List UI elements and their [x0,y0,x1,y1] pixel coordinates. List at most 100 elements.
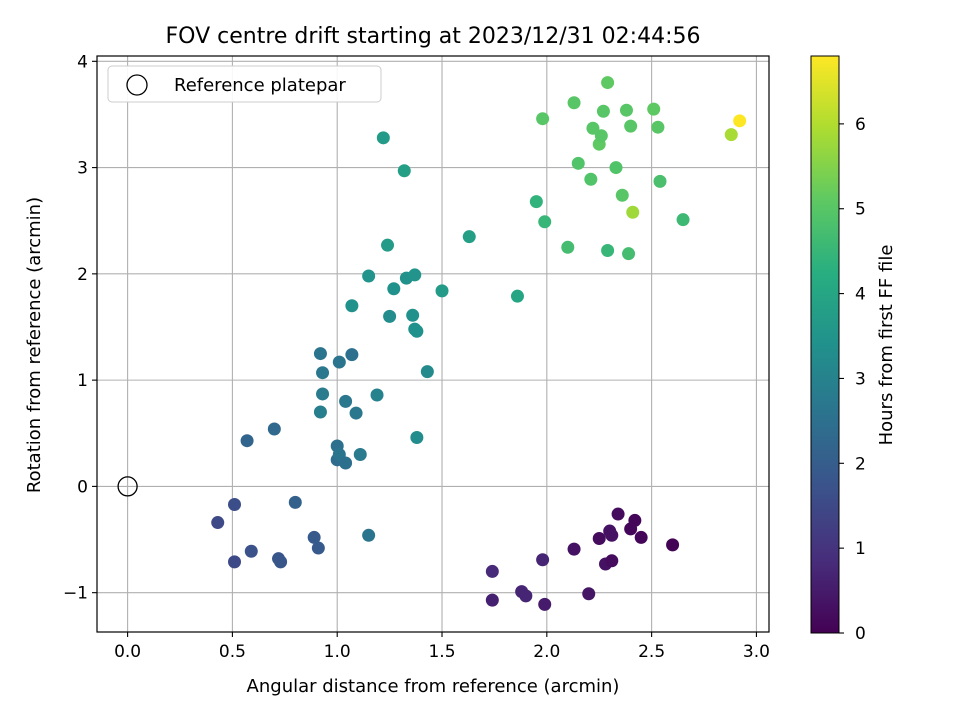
data-point [605,554,619,568]
colorbar: 0 1 2 3 4 5 6 Hours from first FF file [810,55,897,644]
data-point [353,448,367,462]
data-point [362,269,376,283]
legend-marker-icon [126,74,148,96]
data-point [582,587,596,601]
y-tick-label: 1 [77,371,88,391]
data-point [584,172,598,186]
colorbar-tick-label: 3 [855,369,866,389]
x-tick-label: 1.0 [324,642,351,662]
data-point [571,156,585,170]
data-point [567,542,581,556]
colorbar-gradient [810,55,840,634]
data-point [567,96,581,110]
data-point [538,597,552,611]
data-point [228,497,242,511]
data-point [485,564,499,578]
data-point [651,120,665,134]
gridlines [97,56,769,632]
data-point [370,388,384,402]
data-point [339,456,353,470]
plot-frame [96,55,770,633]
data-point [410,431,424,445]
data-point [619,103,633,117]
data-point [634,530,648,544]
data-point [244,544,258,558]
data-point [666,538,680,552]
data-point [538,215,552,229]
y-tick-label: −1 [63,584,88,604]
data-point [420,365,434,379]
data-point [307,530,321,544]
x-tick-label: 0.0 [114,642,141,662]
data-point [529,195,543,209]
data-point [586,121,600,135]
data-point [519,589,533,603]
data-point [653,174,667,188]
data-point [332,355,346,369]
data-point [274,555,288,569]
data-point [733,114,747,128]
legend-label: Reference platepar [174,75,346,96]
x-tick-label: 0.5 [219,642,246,662]
colorbar-tick-label: 2 [855,454,866,474]
data-point [316,366,330,380]
data-point [410,324,424,338]
legend: Reference platepar [107,65,382,103]
data-point [624,119,638,133]
colorbar-label: Hours from first FF file [876,245,897,446]
data-point [628,513,642,527]
x-tick-label: 3.0 [743,642,770,662]
data-point [316,387,330,401]
y-tick-label: 4 [77,52,88,72]
data-point [228,555,242,569]
data-point [345,348,359,362]
colorbar-tick-label: 0 [855,624,866,644]
data-point [724,128,738,142]
y-axis-label: Rotation from reference (arcmin) [24,197,45,493]
data-point [561,240,575,254]
data-point [288,495,302,509]
data-point [601,243,615,257]
data-point [609,161,623,175]
data-point [626,205,640,219]
y-axis-ticks: −1 0 1 2 3 4 [63,52,97,604]
data-point [605,528,619,542]
data-point [376,131,390,145]
reference-marker [117,476,138,497]
data-point [622,247,636,261]
colorbar-tick-label: 6 [855,115,866,135]
data-point [313,405,327,419]
reference-platepar-point [117,476,138,497]
data-point [676,213,690,227]
y-tick-label: 0 [77,477,88,497]
colorbar-tick-label: 4 [855,285,866,305]
chart-title: FOV centre drift starting at 2023/12/31 … [166,24,701,49]
y-tick-label: 3 [77,159,88,179]
y-tick-label: 2 [77,265,88,285]
x-axis-label: Angular distance from reference (arcmin) [247,676,620,697]
x-tick-label: 1.5 [428,642,455,662]
x-axis-ticks: 0.0 0.5 1.0 1.5 2.0 2.5 3.0 [114,632,770,662]
colorbar-ticks: 0 1 2 3 4 5 6 [839,115,866,644]
legend-box [107,65,382,103]
data-point [435,284,449,298]
data-point [536,553,550,567]
data-point [267,422,281,436]
data-point [601,76,615,90]
data-point [592,531,606,545]
data-point [462,230,476,244]
data-point [397,164,411,178]
data-point [313,347,327,361]
data-point [615,188,629,202]
data-point [611,507,625,521]
data-point [349,406,363,420]
data-point [387,282,401,296]
data-point [362,528,376,542]
data-point [406,308,420,322]
data-point [383,309,397,323]
colorbar-tick-label: 5 [855,200,866,220]
colorbar-tick-label: 1 [855,539,866,559]
x-tick-label: 2.5 [638,642,665,662]
